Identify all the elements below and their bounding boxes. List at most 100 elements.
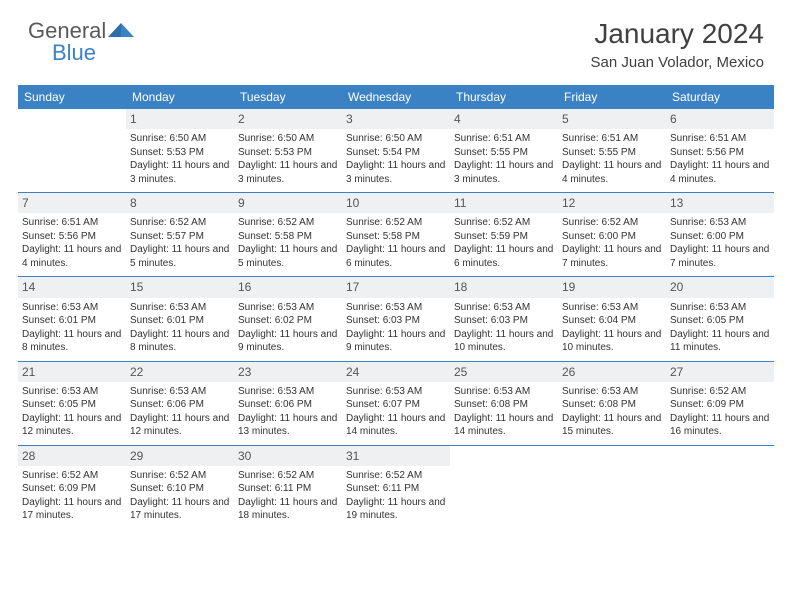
calendar-empty-cell — [666, 445, 774, 529]
day-number: 18 — [450, 277, 558, 297]
calendar-table: SundayMondayTuesdayWednesdayThursdayFrid… — [18, 85, 774, 529]
calendar-day-cell: 22Sunrise: 6:53 AMSunset: 6:06 PMDayligh… — [126, 361, 234, 445]
sunrise-text: Sunrise: 6:53 AM — [22, 385, 122, 399]
day-number — [666, 446, 774, 466]
day-number: 27 — [666, 362, 774, 382]
day-number: 11 — [450, 193, 558, 213]
sunset-text: Sunset: 5:55 PM — [562, 146, 662, 160]
calendar-day-cell: 2 Sunrise: 6:50 AMSunset: 5:53 PMDaylight… — [234, 109, 342, 193]
day-number: 2 — [234, 109, 342, 129]
sunset-text: Sunset: 6:11 PM — [238, 482, 338, 496]
calendar-day-cell: 11Sunrise: 6:52 AMSunset: 5:59 PMDayligh… — [450, 193, 558, 277]
weekday-header-row: SundayMondayTuesdayWednesdayThursdayFrid… — [18, 85, 774, 109]
calendar-day-cell: 5Sunrise: 6:51 AMSunset: 5:55 PMDaylight… — [558, 109, 666, 193]
weekday-header: Wednesday — [342, 85, 450, 109]
daylight-text: Daylight: 11 hours and 15 minutes. — [562, 412, 662, 439]
day-number: 30 — [234, 446, 342, 466]
sunset-text: Sunset: 5:55 PM — [454, 146, 554, 160]
sunset-text: Sunset: 5:53 PM — [238, 146, 338, 160]
sunrise-text: Sunrise: 6:53 AM — [454, 385, 554, 399]
sunrise-text: Sunrise: 6:53 AM — [346, 301, 446, 315]
calendar-day-cell: 19Sunrise: 6:53 AMSunset: 6:04 PMDayligh… — [558, 277, 666, 361]
sunrise-text: Sunrise: 6:50 AM — [346, 132, 446, 146]
calendar-day-cell: 15Sunrise: 6:53 AMSunset: 6:01 PMDayligh… — [126, 277, 234, 361]
sunset-text: Sunset: 6:05 PM — [670, 314, 770, 328]
weekday-header: Tuesday — [234, 85, 342, 109]
sunrise-text: Sunrise: 6:53 AM — [670, 301, 770, 315]
sunrise-text: Sunrise: 6:53 AM — [130, 301, 230, 315]
calendar-day-cell: 14Sunrise: 6:53 AMSunset: 6:01 PMDayligh… — [18, 277, 126, 361]
day-number: 23 — [234, 362, 342, 382]
sunrise-text: Sunrise: 6:50 AM — [130, 132, 230, 146]
sunrise-text: Sunrise: 6:52 AM — [670, 385, 770, 399]
sunrise-text: Sunrise: 6:52 AM — [130, 469, 230, 483]
weekday-header: Saturday — [666, 85, 774, 109]
daylight-text: Daylight: 11 hours and 17 minutes. — [22, 496, 122, 523]
sunrise-text: Sunrise: 6:53 AM — [346, 385, 446, 399]
sunset-text: Sunset: 6:01 PM — [22, 314, 122, 328]
day-number: 1 — [126, 109, 234, 129]
sunrise-text: Sunrise: 6:50 AM — [238, 132, 338, 146]
daylight-text: Daylight: 11 hours and 3 minutes. — [454, 159, 554, 186]
location-label: San Juan Volador, Mexico — [591, 54, 764, 71]
day-number: 6 — [666, 109, 774, 129]
calendar-week-row: 21Sunrise: 6:53 AMSunset: 6:05 PMDayligh… — [18, 361, 774, 445]
day-number: 28 — [18, 446, 126, 466]
sunrise-text: Sunrise: 6:51 AM — [454, 132, 554, 146]
daylight-text: Daylight: 11 hours and 14 minutes. — [346, 412, 446, 439]
sunrise-text: Sunrise: 6:52 AM — [454, 216, 554, 230]
daylight-text: Daylight: 11 hours and 9 minutes. — [346, 328, 446, 355]
calendar-day-cell: 6Sunrise: 6:51 AMSunset: 5:56 PMDaylight… — [666, 109, 774, 193]
header: General Blue January 2024 San Juan Volad… — [0, 0, 792, 79]
weekday-header: Sunday — [18, 85, 126, 109]
day-number: 5 — [558, 109, 666, 129]
sunrise-text: Sunrise: 6:53 AM — [22, 301, 122, 315]
sunset-text: Sunset: 6:08 PM — [562, 398, 662, 412]
daylight-text: Daylight: 11 hours and 8 minutes. — [22, 328, 122, 355]
day-number: 19 — [558, 277, 666, 297]
sunrise-text: Sunrise: 6:53 AM — [562, 301, 662, 315]
calendar-day-cell: 30Sunrise: 6:52 AMSunset: 6:11 PMDayligh… — [234, 445, 342, 529]
sunset-text: Sunset: 6:09 PM — [670, 398, 770, 412]
daylight-text: Daylight: 11 hours and 9 minutes. — [238, 328, 338, 355]
calendar-day-cell: 18Sunrise: 6:53 AMSunset: 6:03 PMDayligh… — [450, 277, 558, 361]
weekday-header: Thursday — [450, 85, 558, 109]
daylight-text: Daylight: 11 hours and 10 minutes. — [454, 328, 554, 355]
calendar-day-cell: 1 Sunrise: 6:50 AMSunset: 5:53 PMDaylight… — [126, 109, 234, 193]
sunset-text: Sunset: 6:00 PM — [670, 230, 770, 244]
sunset-text: Sunset: 5:53 PM — [130, 146, 230, 160]
sunrise-text: Sunrise: 6:52 AM — [346, 469, 446, 483]
day-number: 22 — [126, 362, 234, 382]
sunset-text: Sunset: 6:07 PM — [346, 398, 446, 412]
daylight-text: Daylight: 11 hours and 5 minutes. — [130, 243, 230, 270]
daylight-text: Daylight: 11 hours and 12 minutes. — [130, 412, 230, 439]
daylight-text: Daylight: 11 hours and 16 minutes. — [670, 412, 770, 439]
sunset-text: Sunset: 6:02 PM — [238, 314, 338, 328]
day-number: 10 — [342, 193, 450, 213]
daylight-text: Daylight: 11 hours and 12 minutes. — [22, 412, 122, 439]
calendar-day-cell: 10Sunrise: 6:52 AMSunset: 5:58 PMDayligh… — [342, 193, 450, 277]
calendar-day-cell: 12Sunrise: 6:52 AMSunset: 6:00 PMDayligh… — [558, 193, 666, 277]
page-title: January 2024 — [591, 18, 764, 50]
day-number: 12 — [558, 193, 666, 213]
sunset-text: Sunset: 6:03 PM — [346, 314, 446, 328]
sunset-text: Sunset: 6:10 PM — [130, 482, 230, 496]
calendar-day-cell: 7Sunrise: 6:51 AMSunset: 5:56 PMDaylight… — [18, 193, 126, 277]
daylight-text: Daylight: 11 hours and 3 minutes. — [238, 159, 338, 186]
sunset-text: Sunset: 6:05 PM — [22, 398, 122, 412]
day-number: 3 — [342, 109, 450, 129]
daylight-text: Daylight: 11 hours and 6 minutes. — [346, 243, 446, 270]
daylight-text: Daylight: 11 hours and 7 minutes. — [670, 243, 770, 270]
daylight-text: Daylight: 11 hours and 3 minutes. — [130, 159, 230, 186]
calendar-day-cell: 13Sunrise: 6:53 AMSunset: 6:00 PMDayligh… — [666, 193, 774, 277]
sunrise-text: Sunrise: 6:52 AM — [562, 216, 662, 230]
sunset-text: Sunset: 6:00 PM — [562, 230, 662, 244]
sunrise-text: Sunrise: 6:53 AM — [130, 385, 230, 399]
calendar-day-cell: 24Sunrise: 6:53 AMSunset: 6:07 PMDayligh… — [342, 361, 450, 445]
daylight-text: Daylight: 11 hours and 6 minutes. — [454, 243, 554, 270]
sunrise-text: Sunrise: 6:51 AM — [22, 216, 122, 230]
calendar-week-row: 7Sunrise: 6:51 AMSunset: 5:56 PMDaylight… — [18, 193, 774, 277]
sunset-text: Sunset: 5:56 PM — [22, 230, 122, 244]
calendar-day-cell: 17Sunrise: 6:53 AMSunset: 6:03 PMDayligh… — [342, 277, 450, 361]
calendar-day-cell: 28Sunrise: 6:52 AMSunset: 6:09 PMDayligh… — [18, 445, 126, 529]
